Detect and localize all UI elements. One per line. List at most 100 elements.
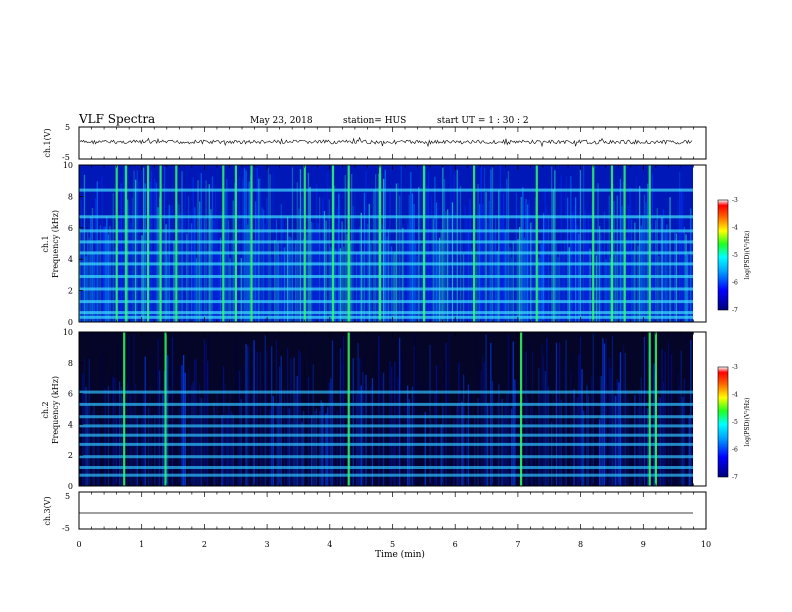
spectral-streak [391,246,393,322]
spectral-streak [573,389,575,486]
spectral-streak [247,224,249,322]
broadband-event [115,165,118,322]
spectral-streak [192,177,194,322]
broadband-event [303,165,306,322]
spectral-streak [181,171,183,322]
spectral-streak [602,248,604,322]
waveform-3-ytick-top: 5 [65,492,70,501]
spectral-streak [109,226,111,322]
frequency-band [79,188,693,192]
spectral-streak [261,421,263,486]
spectral-streak [357,342,359,486]
spectral-streak [483,167,486,322]
spectral-streak [415,333,417,486]
spectral-streak [439,389,441,486]
spectral-streak [263,372,265,486]
spectral-streak [571,212,574,322]
waveform-1-ytick-top: 5 [65,123,70,132]
spectrogram-1-ytick-label: 0 [68,318,73,327]
colorbar-1-tick-label: -5 [732,252,738,259]
broadband-event [592,165,595,322]
start-time-label: start UT = 1 : 30 : 2 [437,116,529,126]
spectral-streak [299,352,302,486]
spectral-streak [311,221,313,322]
spectral-streak [535,411,537,486]
spectral-streak [211,411,214,486]
spectral-streak [240,399,242,486]
spectral-streak [387,360,390,486]
broadband-event [222,165,225,322]
frequency-band [79,415,693,419]
spectral-streak [197,180,199,322]
spectral-streak [306,234,308,322]
spectral-streak [575,421,577,486]
frequency-band [79,240,693,244]
spectral-streak [627,398,630,486]
spectral-streak [338,193,340,322]
spectral-streak [130,222,132,322]
spectral-streak [619,352,622,486]
spectral-streak [632,380,634,486]
spectral-streak [530,222,532,322]
spectral-streak [603,343,606,486]
spectral-streak [415,243,417,322]
spectral-streak [187,369,190,486]
spectral-streak [576,224,578,322]
spectral-streak [218,373,220,486]
frequency-band [79,390,693,394]
spectral-streak [514,238,516,322]
spectral-streak [688,415,690,486]
spectrogram-1-ytick-label: 6 [68,224,73,233]
spectrogram-2-ylabel-frequency: Frequency (kHz) [51,376,60,444]
spectral-streak [565,339,567,486]
spectral-streak [664,351,666,486]
spectral-streak [109,419,111,486]
spectral-streak [131,411,134,486]
spectral-streak [242,179,244,322]
spectral-streak [488,200,490,322]
spectral-streak [472,415,474,486]
spectral-streak [469,198,471,322]
figure-title: VLF Spectra [78,112,155,126]
spectral-streak [528,341,530,486]
spectral-streak [335,248,337,322]
spectral-streak [239,176,241,322]
spectral-streak [568,247,570,322]
spectral-streak [599,226,601,322]
spectral-streak [154,179,156,322]
spectral-streak [194,359,196,486]
spectral-streak [443,179,446,322]
spectral-streak [264,224,266,322]
spectrogram-2-ytick-label: 2 [68,451,73,460]
broadband-event [147,165,150,322]
spectral-streak [354,187,356,322]
time-axis: 0 1 2 3 4 5 6 7 8 9 10 [76,127,711,549]
waveform-3-frame [78,491,707,530]
spectral-streak [135,179,137,322]
spectral-streak [405,338,407,486]
spectral-streak [127,199,129,322]
spectral-streak [469,392,471,486]
spectral-streak [173,413,175,486]
spectral-streak [583,410,585,486]
spectral-streak [450,421,452,486]
spectral-streak [562,251,564,322]
spectral-streak [301,197,303,322]
spectral-streak [101,176,103,322]
spectral-streak [325,220,327,322]
spectral-streak [290,237,292,322]
spectral-streak [215,413,217,486]
spectral-streak [351,378,353,486]
spectral-streak [680,350,682,486]
spectral-streak [205,343,207,486]
spectral-streak [130,394,132,486]
spectral-streak [95,391,97,486]
spectral-streak [274,239,276,322]
spectral-streak [295,391,297,486]
spectral-streak [328,199,330,322]
spectral-streak [618,251,620,322]
x-tick-label: 0 [76,540,81,549]
spectral-streak [589,248,591,322]
spectral-streak [578,354,580,486]
spectral-streak [525,199,527,322]
